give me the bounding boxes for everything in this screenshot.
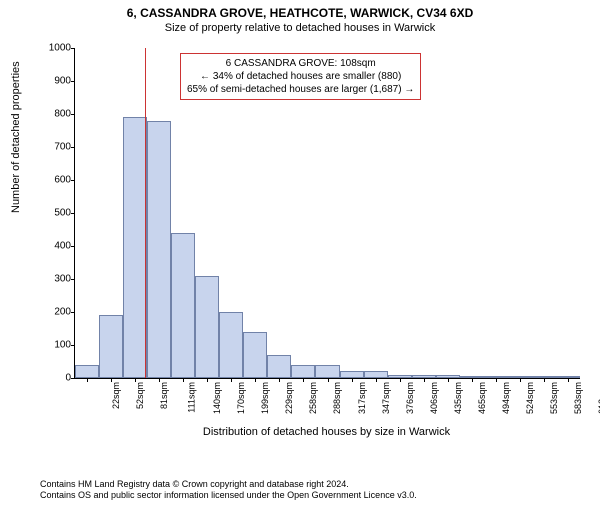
chart-subtitle: Size of property relative to detached ho…	[0, 22, 600, 34]
y-tick-label: 1000	[41, 43, 75, 54]
y-tick-mark	[71, 378, 75, 379]
x-tick-mark	[303, 378, 304, 382]
histogram-bar	[171, 233, 195, 378]
property-annotation-box: 6 CASSANDRA GROVE: 108sqm ← 34% of detac…	[180, 53, 421, 100]
x-tick-label: 553sqm	[549, 382, 559, 414]
y-tick-mark	[71, 345, 75, 346]
x-tick-mark	[207, 378, 208, 382]
histogram-bar	[75, 365, 99, 378]
x-tick-label: 229sqm	[284, 382, 294, 414]
x-tick-label: 524sqm	[525, 382, 535, 414]
x-tick-label: 258sqm	[308, 382, 318, 414]
y-tick-mark	[71, 213, 75, 214]
x-tick-label: 583sqm	[573, 382, 583, 414]
x-tick-label: 199sqm	[260, 382, 270, 414]
histogram-bar	[123, 117, 147, 378]
y-axis-label: Number of detached properties	[10, 61, 22, 213]
y-tick-mark	[71, 180, 75, 181]
y-tick-mark	[71, 312, 75, 313]
annotation-larger-line: 65% of semi-detached houses are larger (…	[187, 83, 414, 96]
y-tick-mark	[71, 147, 75, 148]
y-tick-label: 100	[41, 340, 75, 351]
x-tick-mark	[400, 378, 401, 382]
x-tick-label: 406sqm	[429, 382, 439, 414]
x-tick-mark	[376, 378, 377, 382]
y-tick-label: 300	[41, 274, 75, 285]
x-tick-label: 288sqm	[332, 382, 342, 414]
x-tick-mark	[328, 378, 329, 382]
x-tick-mark	[111, 378, 112, 382]
chart-title-address: 6, CASSANDRA GROVE, HEATHCOTE, WARWICK, …	[0, 6, 600, 20]
x-tick-mark	[231, 378, 232, 382]
x-tick-mark	[424, 378, 425, 382]
annotation-smaller-line: ← 34% of detached houses are smaller (88…	[187, 70, 414, 83]
x-tick-mark	[135, 378, 136, 382]
footer-line2: Contains OS and public sector informatio…	[40, 490, 417, 502]
x-tick-label: 376sqm	[405, 382, 415, 414]
x-tick-mark	[448, 378, 449, 382]
x-tick-mark	[183, 378, 184, 382]
x-tick-label: 140sqm	[212, 382, 222, 414]
x-tick-label: 81sqm	[159, 382, 169, 409]
x-tick-mark	[352, 378, 353, 382]
histogram-bar	[147, 121, 171, 378]
y-tick-mark	[71, 48, 75, 49]
histogram-bar	[364, 371, 388, 378]
y-tick-mark	[71, 114, 75, 115]
x-tick-label: 52sqm	[135, 382, 145, 409]
x-tick-label: 111sqm	[187, 382, 197, 413]
y-tick-mark	[71, 279, 75, 280]
x-tick-label: 435sqm	[453, 382, 463, 414]
y-tick-label: 400	[41, 241, 75, 252]
histogram-bar	[219, 312, 243, 378]
y-tick-label: 500	[41, 208, 75, 219]
annotation-property-line: 6 CASSANDRA GROVE: 108sqm	[187, 57, 414, 70]
x-tick-mark	[544, 378, 545, 382]
histogram-bar	[99, 315, 123, 378]
histogram-bar	[267, 355, 291, 378]
property-marker-line	[145, 48, 146, 378]
x-tick-label: 170sqm	[236, 382, 246, 414]
histogram-bar	[291, 365, 315, 378]
x-tick-mark	[496, 378, 497, 382]
chart-container: Number of detached properties 6 CASSANDR…	[40, 48, 585, 436]
y-tick-mark	[71, 81, 75, 82]
y-tick-label: 900	[41, 76, 75, 87]
x-axis-label: Distribution of detached houses by size …	[74, 426, 579, 438]
x-tick-label: 317sqm	[357, 382, 367, 414]
y-tick-label: 700	[41, 142, 75, 153]
histogram-bar	[195, 276, 219, 378]
x-tick-mark	[279, 378, 280, 382]
y-tick-mark	[71, 246, 75, 247]
y-tick-label: 800	[41, 109, 75, 120]
x-tick-mark	[159, 378, 160, 382]
histogram-bar	[340, 371, 364, 378]
x-tick-mark	[472, 378, 473, 382]
x-tick-label: 494sqm	[501, 382, 511, 414]
x-tick-mark	[87, 378, 88, 382]
x-tick-mark	[255, 378, 256, 382]
histogram-bar	[315, 365, 339, 378]
y-tick-label: 600	[41, 175, 75, 186]
plot-area: 6 CASSANDRA GROVE: 108sqm ← 34% of detac…	[74, 48, 580, 379]
x-tick-mark	[568, 378, 569, 382]
x-tick-mark	[520, 378, 521, 382]
x-tick-label: 347sqm	[381, 382, 391, 414]
y-tick-label: 0	[41, 373, 75, 384]
footer-attribution: Contains HM Land Registry data © Crown c…	[40, 479, 417, 502]
y-tick-label: 200	[41, 307, 75, 318]
x-tick-label: 465sqm	[477, 382, 487, 414]
footer-line1: Contains HM Land Registry data © Crown c…	[40, 479, 417, 491]
x-tick-label: 22sqm	[111, 382, 121, 409]
histogram-bar	[243, 332, 267, 378]
